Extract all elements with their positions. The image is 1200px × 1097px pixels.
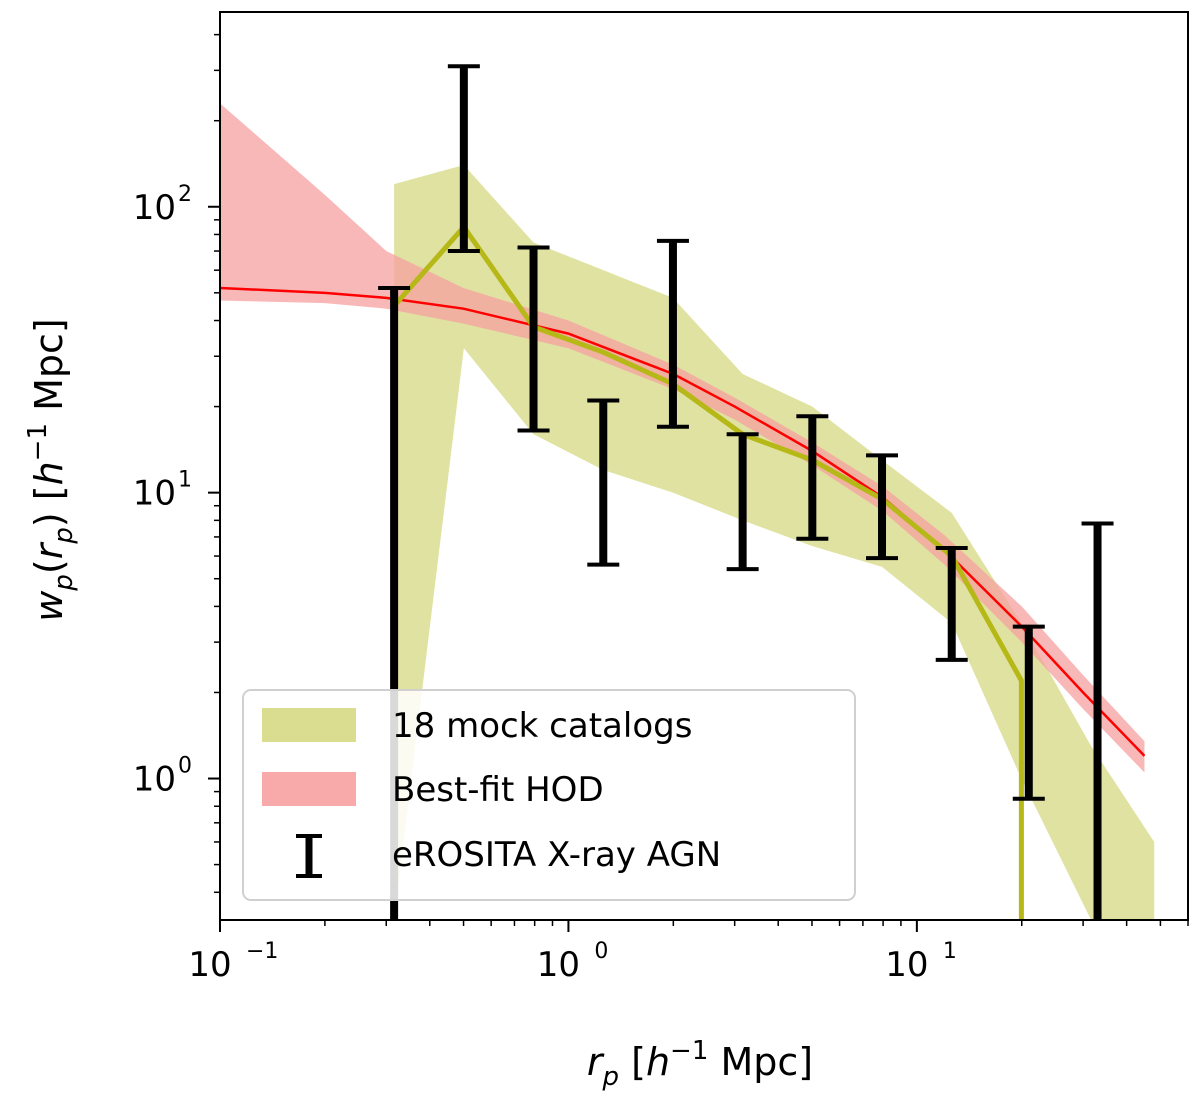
plot-frame (219, 11, 1189, 921)
agn-errorbar (1081, 521, 1114, 920)
x-tick-exponent: −1 (246, 939, 278, 964)
x-tick-label: 10 (885, 945, 928, 985)
legend-frame (242, 689, 856, 901)
y-tick-label: 10 (133, 474, 176, 514)
agn-errorbar (726, 432, 759, 572)
legend-label-agn: eROSITA X-ray AGN (392, 835, 721, 875)
legend-label-hod: Best-fit HOD (392, 770, 604, 810)
agn-errorbar (656, 238, 689, 429)
agn-errorbar (447, 64, 480, 254)
y-tick-exponent: 2 (178, 182, 192, 207)
agn-errorbar (1012, 624, 1045, 801)
y-axis-label: wp(rp) [h−1 Mpc] (23, 318, 79, 621)
plot-area (220, 64, 1155, 920)
agn-errorbar (517, 245, 550, 433)
legend: 18 mock catalogs Best-fit HOD eROSITA X-… (242, 689, 856, 901)
x-axis-label: rp [h−1 Mpc] (587, 1036, 813, 1092)
y-tick-exponent: 0 (178, 754, 192, 779)
x-tick-exponent: 0 (594, 939, 608, 964)
x-tick-label: 10 (188, 945, 231, 985)
legend-label-mock: 18 mock catalogs (392, 706, 692, 746)
agn-errorbar (935, 546, 968, 662)
agn-errorbar (587, 398, 620, 567)
y-tick-label: 10 (133, 760, 176, 800)
y-tick-label: 10 (133, 188, 176, 228)
legend-swatch-mock (262, 708, 356, 742)
x-tick-exponent: 1 (943, 939, 957, 964)
y-tick-exponent: 1 (178, 468, 192, 493)
agn-errorbar (796, 414, 829, 541)
legend-swatch-agn (296, 834, 322, 878)
legend-swatch-hod (262, 772, 356, 806)
x-axis-ticks: 10 −1 10 0 10 1 (188, 920, 1189, 985)
x-tick-label: 10 (537, 945, 580, 985)
agn-errorbar (866, 453, 899, 561)
